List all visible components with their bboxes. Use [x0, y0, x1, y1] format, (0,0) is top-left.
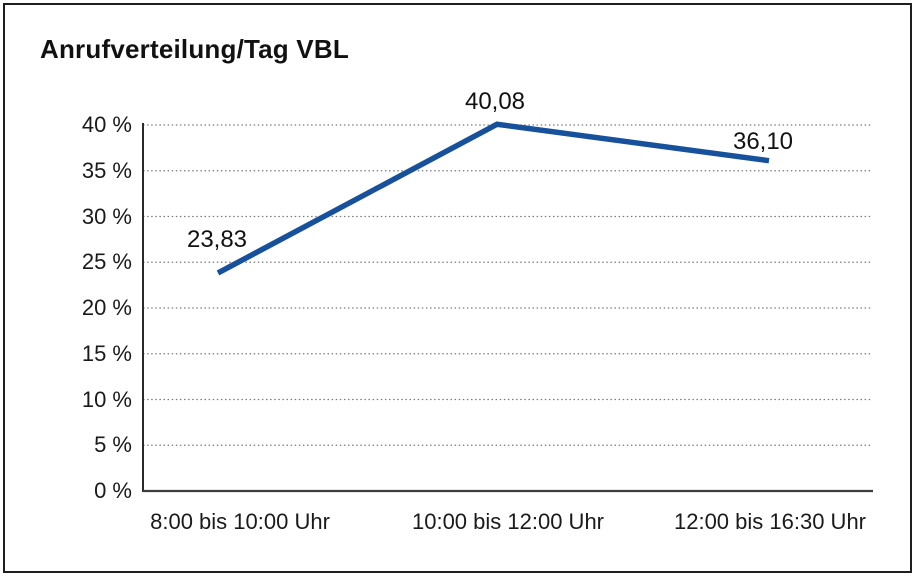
y-axis-tick-label: 10 %: [81, 386, 132, 412]
y-axis-tick-label: 0 %: [94, 478, 132, 503]
x-axis-category-label: 12:00 bis 16:30 Uhr: [673, 509, 867, 534]
y-axis-tick-label: 15 %: [81, 340, 132, 366]
y-axis-tick-label: 25 %: [81, 249, 132, 275]
y-axis-tick-label: 5 %: [94, 432, 132, 458]
data-point-label: 40,08: [464, 88, 526, 115]
y-axis-tick-label: 20 %: [81, 295, 132, 320]
x-axis-category-label: 10:00 bis 12:00 Uhr: [411, 509, 605, 534]
y-axis-tick-label: 30 %: [81, 203, 132, 229]
y-axis-tick-label: 40 %: [81, 112, 132, 137]
data-point-label: 23,83: [186, 226, 248, 253]
figure-border: [3, 3, 912, 573]
x-axis-category-label: 8:00 bis 10:00 Uhr: [150, 509, 330, 534]
data-point-label: 36,10: [732, 128, 794, 155]
chart-title: Anrufverteilung/Tag VBL: [40, 34, 349, 64]
y-axis-tick-label: 35 %: [81, 157, 132, 183]
